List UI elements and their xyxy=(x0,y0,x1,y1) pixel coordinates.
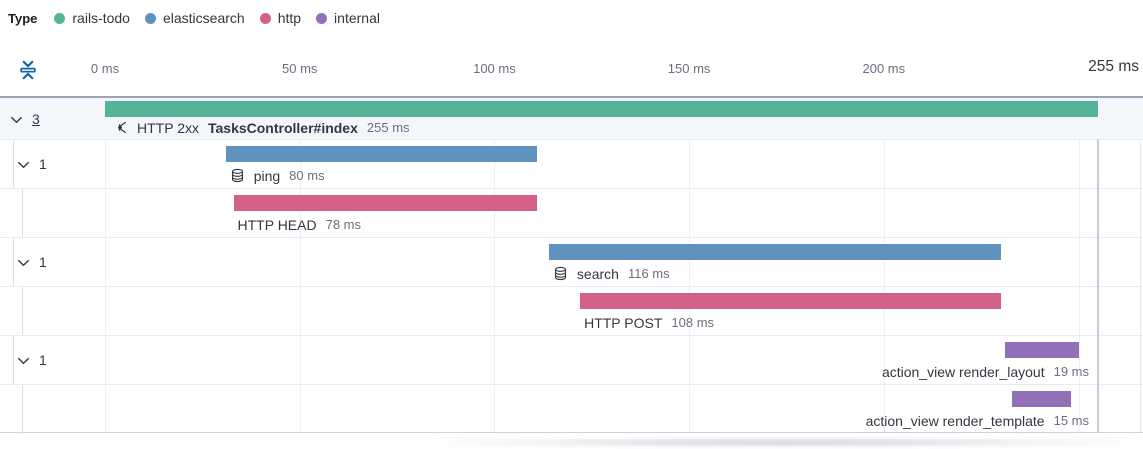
chevron-down-icon xyxy=(17,254,30,270)
duration-bar-span-http-head[interactable] xyxy=(233,195,538,211)
accordion-depth-line xyxy=(22,189,23,237)
expand-toggle-span-search[interactable]: 1 xyxy=(17,254,47,270)
child-count: 3 xyxy=(32,110,40,127)
fold-icon xyxy=(20,60,36,80)
expand-toggle-span-ping[interactable]: 1 xyxy=(17,156,47,172)
row-caption-transaction-tasks-index: HTTP 2xx TasksController#index 255 ms xyxy=(113,119,410,136)
span-duration: 78 ms xyxy=(325,217,361,232)
database-icon xyxy=(553,266,568,281)
gridline-150ms xyxy=(689,96,690,432)
accordion-depth-line xyxy=(22,385,23,433)
duration-bar-transaction-tasks-index[interactable] xyxy=(105,101,1098,117)
span-duration: 116 ms xyxy=(627,266,670,281)
span-name: search xyxy=(576,265,619,282)
waterfall-row-span-http-head[interactable]: HTTP HEAD 78 ms xyxy=(0,188,1143,237)
gridline-250ms xyxy=(1079,96,1080,432)
legend-title: Type xyxy=(8,10,38,26)
waterfall-row-span-http-post[interactable]: HTTP POST 108 ms xyxy=(0,286,1143,335)
legend-label: rails-todo xyxy=(72,10,130,26)
waterfall-rows: 3 HTTP 2xx TasksController#index 255 ms 1 pin… xyxy=(0,96,1143,433)
span-duration: 19 ms xyxy=(1053,364,1089,379)
span-duration: 80 ms xyxy=(289,168,325,183)
legend-label: elasticsearch xyxy=(162,10,245,26)
chevron-down-icon xyxy=(17,156,30,172)
duration-bar-span-render-layout[interactable] xyxy=(1004,342,1079,358)
legend-item-internal[interactable]: internal xyxy=(316,10,380,26)
axis-tick-0: 0 ms xyxy=(90,61,120,76)
legend-dot xyxy=(144,12,156,24)
axis-tick-100: 100 ms xyxy=(473,61,516,76)
gridline-200ms xyxy=(884,96,885,432)
legend-label: internal xyxy=(334,10,380,26)
span-name: HTTP HEAD xyxy=(237,216,317,233)
duration-bar-span-search[interactable] xyxy=(548,244,1001,260)
legend-dot xyxy=(54,12,66,24)
gridline-50ms xyxy=(300,96,301,432)
duration-bar-span-http-post[interactable] xyxy=(580,293,1001,309)
span-name: HTTP POST xyxy=(584,314,663,331)
accordion-depth-line xyxy=(22,287,23,335)
trace-duration-label: 255 ms xyxy=(1088,58,1139,75)
span-name: action_view render_template xyxy=(865,412,1045,429)
merge-icon xyxy=(113,120,128,135)
waterfall-row-span-ping[interactable]: 1 ping 80 ms xyxy=(0,139,1143,188)
child-count: 1 xyxy=(39,156,47,172)
child-count: 1 xyxy=(39,254,47,270)
legend-label: http xyxy=(277,10,302,26)
duration-bar-span-ping[interactable] xyxy=(225,146,538,162)
duration-bar-span-render-template[interactable] xyxy=(1012,391,1071,407)
legend-item-http[interactable]: http xyxy=(259,10,302,26)
chevron-down-icon xyxy=(10,111,23,127)
axis-tick-200: 200 ms xyxy=(862,61,906,76)
span-duration: 15 ms xyxy=(1053,413,1089,428)
container-right-border xyxy=(1140,96,1141,432)
legend-item-rails-todo[interactable]: rails-todo xyxy=(54,10,130,26)
axis-tick-50: 50 ms xyxy=(282,61,318,76)
trace-end-line xyxy=(1097,139,1099,432)
legend-dot xyxy=(316,12,328,24)
row-caption-span-render-template: action_view render_template 15 ms xyxy=(866,412,1089,429)
legend-items: rails-todo elasticsearch http internal xyxy=(54,10,380,26)
child-count: 1 xyxy=(39,352,47,368)
legend-dot xyxy=(259,12,271,24)
waterfall-row-span-search[interactable]: 1 search 116 ms xyxy=(0,237,1143,286)
legend-item-elasticsearch[interactable]: elasticsearch xyxy=(144,10,245,26)
expand-toggle-span-render-layout[interactable]: 1 xyxy=(17,352,47,368)
type-legend: Type rails-todo elasticsearch http internal xyxy=(8,10,380,26)
result-label: HTTP 2xx xyxy=(137,119,199,136)
row-caption-span-render-layout: action_view render_layout 19 ms xyxy=(882,363,1089,380)
span-duration: 255 ms xyxy=(366,120,410,135)
bottom-scroll-shadow xyxy=(415,438,1143,447)
row-caption-span-http-head: HTTP HEAD 78 ms xyxy=(238,216,362,233)
gridline-100ms xyxy=(494,96,495,432)
waterfall-row-span-render-layout[interactable]: 1 action_view render_layout 19 ms xyxy=(0,335,1143,384)
span-name: ping xyxy=(253,167,281,184)
span-name: action_view render_layout xyxy=(881,363,1045,380)
chevron-down-icon xyxy=(17,352,30,368)
collapse-all-button[interactable] xyxy=(13,55,43,85)
expand-toggle-transaction-tasks-index[interactable]: 3 xyxy=(10,111,40,127)
gridline-0ms xyxy=(105,96,106,432)
waterfall-row-transaction-tasks-index[interactable]: 3 HTTP 2xx TasksController#index 255 ms xyxy=(0,96,1143,139)
span-name: TasksController#index xyxy=(207,119,358,136)
timeline-axis: 0 ms 50 ms 100 ms 150 ms 200 ms 255 ms xyxy=(0,50,1143,96)
accordion-depth-line xyxy=(13,336,14,384)
row-caption-span-ping: ping 80 ms xyxy=(230,167,325,184)
row-caption-span-http-post: HTTP POST 108 ms xyxy=(584,314,714,331)
axis-tick-150: 150 ms xyxy=(667,61,711,76)
database-icon xyxy=(230,168,245,183)
row-caption-span-search: search 116 ms xyxy=(553,265,670,282)
accordion-depth-line xyxy=(13,140,14,188)
span-duration: 108 ms xyxy=(671,315,715,330)
waterfall-row-span-render-template[interactable]: action_view render_template 15 ms xyxy=(0,384,1143,433)
accordion-depth-line xyxy=(13,238,14,286)
